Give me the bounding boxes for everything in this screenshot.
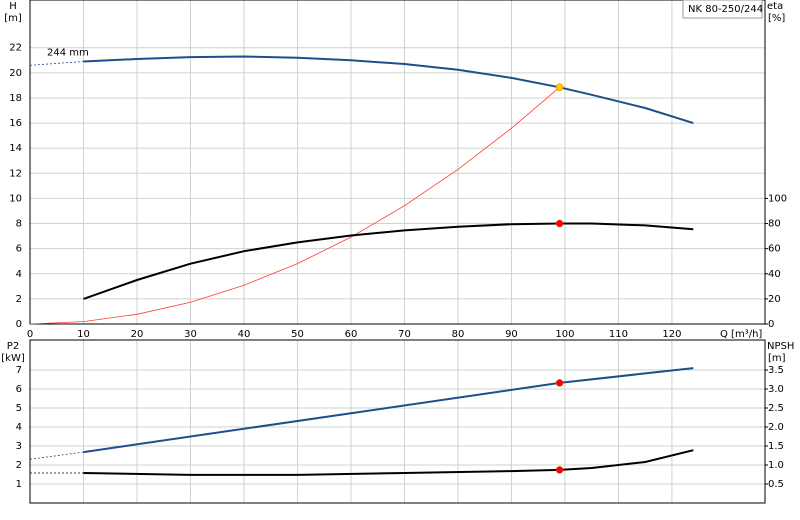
curve <box>83 367 694 454</box>
y2-axis-unit: [%] <box>768 13 785 24</box>
y-tick-label: 4 <box>16 422 22 433</box>
curve <box>83 449 694 476</box>
y2-tick-label: 40 <box>768 269 781 280</box>
x-axis-label: Q [m³/h] <box>720 329 762 340</box>
y2-tick-label: 3.0 <box>768 384 784 395</box>
y-tick-label: 8 <box>16 219 22 230</box>
x-tick-label: 80 <box>452 329 465 340</box>
y-tick-label: 10 <box>9 193 22 204</box>
y-tick-label: 20 <box>9 68 22 79</box>
y2-tick-label: 1.5 <box>768 441 784 452</box>
y-axis-unit: [kW] <box>1 353 25 364</box>
annotation: 244 mm <box>47 48 89 59</box>
y-tick-label: 1 <box>16 479 22 490</box>
marker <box>555 379 564 387</box>
legend-box <box>682 0 763 19</box>
y2-tick-label: 3.5 <box>768 365 784 376</box>
y2-tick-label: 20 <box>768 294 781 305</box>
y2-tick-label: 2.5 <box>768 403 784 414</box>
y-tick-label: 6 <box>16 384 22 395</box>
marker <box>555 83 564 92</box>
y2-tick-label: 0.5 <box>768 479 784 490</box>
x-tick-label: 100 <box>555 329 574 340</box>
y2-tick-label: 2.0 <box>768 422 784 433</box>
y-tick-label: 6 <box>16 244 22 255</box>
y-tick-label: 14 <box>9 143 22 154</box>
y-tick-label: 0 <box>16 319 22 330</box>
y-axis-label: P2 <box>7 341 19 352</box>
marker <box>555 219 564 228</box>
y-tick-label: 5 <box>16 403 22 414</box>
y-tick-label: 7 <box>16 365 22 376</box>
x-tick-label: 70 <box>398 329 411 340</box>
y2-tick-label: 0 <box>768 319 774 330</box>
x-tick-label: 120 <box>662 329 681 340</box>
dashed-curve <box>29 451 84 460</box>
y2-axis-label: eta <box>767 1 783 12</box>
y2-axis-label: NPSH <box>767 341 794 352</box>
plot-frame <box>29 339 766 504</box>
y2-tick-label: 100 <box>768 193 787 204</box>
x-tick-label: 0 <box>27 329 33 340</box>
x-tick-label: 20 <box>131 329 144 340</box>
x-tick-label: 60 <box>345 329 358 340</box>
y-tick-label: 18 <box>9 93 22 104</box>
y-tick-label: 22 <box>9 43 22 54</box>
x-tick-label: 110 <box>609 329 628 340</box>
y-axis-label: H <box>9 1 17 12</box>
y2-axis-unit: [m] <box>768 353 786 364</box>
y2-tick-label: 1.0 <box>768 460 784 471</box>
y-tick-label: 2 <box>16 294 22 305</box>
y2-tick-label: 80 <box>768 219 781 230</box>
y-tick-label: 3 <box>16 441 22 452</box>
curve <box>83 55 694 125</box>
y2-tick-label: 60 <box>768 244 781 255</box>
x-tick-label: 90 <box>505 329 518 340</box>
y-axis-unit: [m] <box>4 13 22 24</box>
curve <box>29 86 560 325</box>
marker <box>555 466 564 474</box>
x-tick-label: 40 <box>238 329 251 340</box>
y-tick-label: 2 <box>16 460 22 471</box>
y-tick-label: 16 <box>9 118 22 129</box>
plot-frame <box>29 0 766 325</box>
x-tick-label: 10 <box>77 329 90 340</box>
legend-text: NK 80-250/244 <box>688 4 763 15</box>
y-tick-label: 4 <box>16 269 22 280</box>
x-tick-label: 50 <box>291 329 304 340</box>
dashed-curve <box>29 61 84 66</box>
y-tick-label: 12 <box>9 168 22 179</box>
x-tick-label: 30 <box>184 329 197 340</box>
curve <box>83 222 694 300</box>
